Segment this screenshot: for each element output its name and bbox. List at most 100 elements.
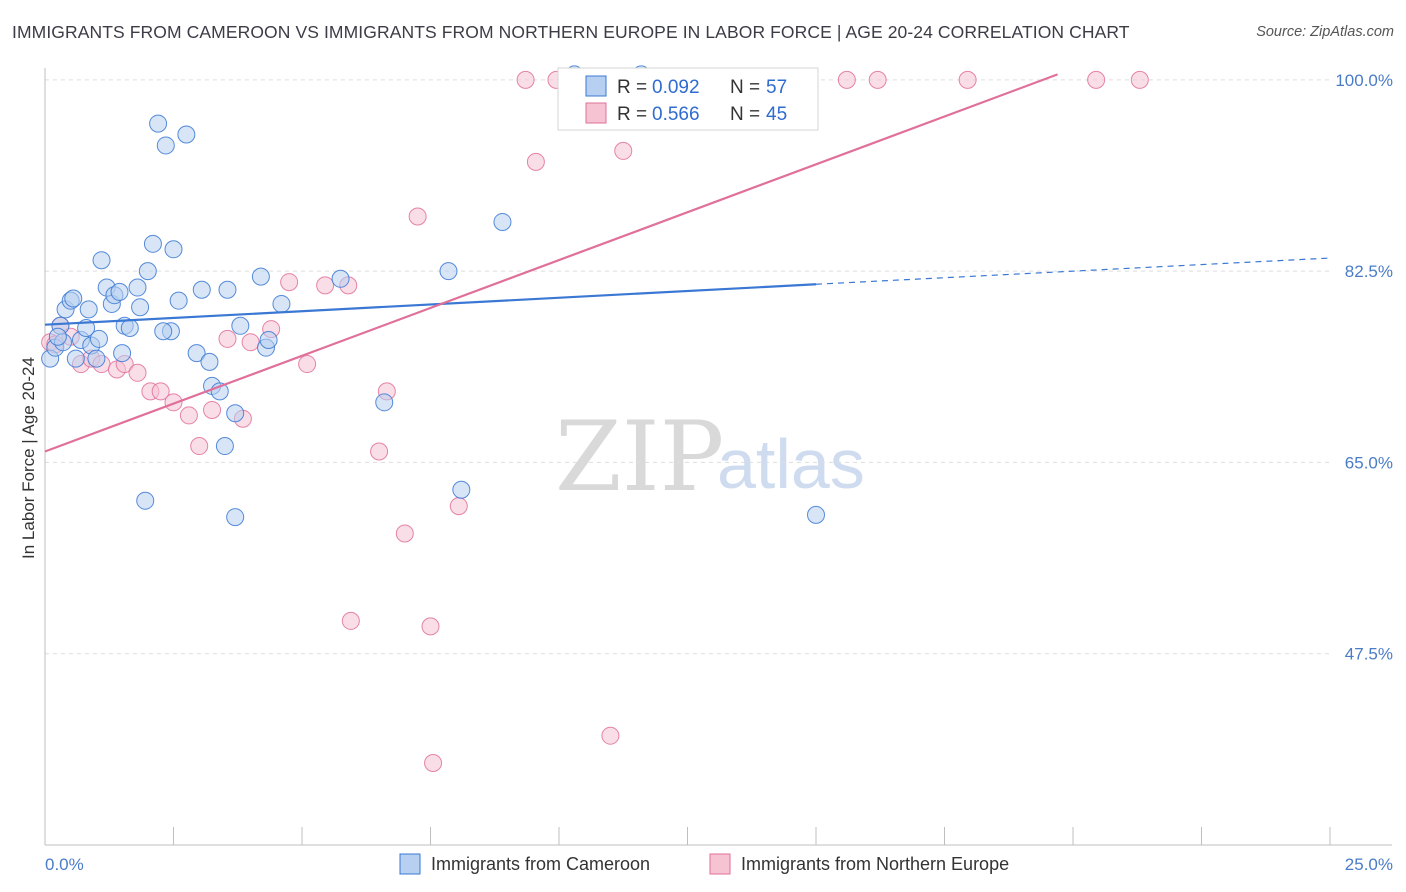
cameroon-point [226, 508, 245, 527]
northern-europe-point [837, 70, 856, 89]
bottom-legend-swatch-cameroon [399, 853, 421, 875]
legend-r-value-northern-europe: 0.566 [652, 104, 700, 125]
cameroon-point [177, 125, 196, 144]
northern-europe-point [526, 152, 545, 171]
cameroon-point [136, 491, 155, 510]
northern-europe-point [408, 207, 427, 226]
legend-r-label-northern-europe: R = [617, 104, 647, 125]
bottom-legend-label-cameroon: Immigrants from Cameroon [431, 854, 650, 874]
northern-europe-point [179, 406, 198, 425]
bottom-legend-label-northern-europe: Immigrants from Northern Europe [741, 854, 1009, 874]
northern-europe-point [298, 355, 317, 374]
northern-europe-point [395, 524, 414, 543]
cameroon-point [493, 212, 512, 231]
x-tick-label-max: 25.0% [1345, 855, 1393, 874]
cameroon-point [110, 282, 129, 301]
x-tick-label-min: 0.0% [45, 855, 84, 874]
cameroon-point [131, 298, 150, 317]
trend-extension-cameroon [815, 257, 1331, 285]
y-tick-label: 65.0% [1345, 453, 1393, 472]
cameroon-point [138, 262, 157, 281]
cameroon-point [87, 349, 106, 368]
cameroon-point [64, 289, 83, 308]
cameroon-point [259, 331, 278, 350]
cameroon-point [272, 294, 291, 313]
cameroon-point [226, 404, 245, 423]
northern-europe-point [164, 393, 183, 412]
northern-europe-point [218, 329, 237, 348]
watermark-atlas: atlas [717, 425, 865, 503]
y-tick-labels: 47.5% 65.0% 82.5% 100.0% [1335, 71, 1393, 664]
cameroon-point [156, 136, 175, 155]
cameroon-point [251, 267, 270, 286]
northern-europe-point [1130, 70, 1149, 89]
legend-r-value-cameroon: 0.092 [652, 77, 700, 98]
northern-europe-point [958, 70, 977, 89]
cameroon-point [231, 316, 250, 335]
cameroon-point [215, 437, 234, 456]
trend-line-northern-europe [44, 73, 1058, 453]
y-tick-label: 100.0% [1335, 71, 1393, 90]
cameroon-point [169, 291, 188, 310]
watermark-zip: ZIP [555, 401, 724, 513]
legend-r-label-cameroon: R = [617, 77, 647, 98]
cameroon-point [200, 352, 219, 371]
cameroon-point [439, 262, 458, 281]
cameroon-point [154, 322, 173, 341]
gridlines [45, 79, 1330, 655]
watermark: ZIP atlas [555, 401, 865, 513]
legend-n-label-cameroon: N = [730, 77, 760, 98]
cameroon-point [164, 240, 183, 259]
cameroon-point [128, 278, 147, 297]
cameroon-point [92, 251, 111, 270]
cameroon-point [120, 318, 139, 337]
northern-europe-point [128, 363, 147, 382]
cameroon-point [149, 114, 168, 133]
source-credit: Source: ZipAtlas.com [1256, 24, 1394, 40]
chart-title: IMMIGRANTS FROM CAMEROON VS IMMIGRANTS F… [12, 22, 1130, 42]
northern-europe-point [151, 382, 170, 401]
northern-europe-point [370, 442, 389, 461]
northern-europe-point [280, 273, 299, 292]
legend-swatch-northern-europe [585, 102, 607, 124]
northern-europe-point [203, 400, 222, 419]
cameroon-point [66, 349, 85, 368]
stats-legend: R = 0.092 N = 57 R = 0.566 N = 45 [557, 67, 819, 131]
legend-n-value-northern-europe: 45 [766, 104, 787, 125]
trend-lines [44, 73, 1331, 453]
northern-europe-point [424, 754, 443, 773]
cameroon-point [79, 300, 98, 319]
northern-europe-point [1087, 70, 1106, 89]
northern-europe-point [241, 333, 260, 352]
axes [44, 68, 1392, 846]
cameroon-point [331, 269, 350, 288]
cameroon-point [89, 329, 108, 348]
northern-europe-point [421, 617, 440, 636]
trend-line-cameroon [44, 283, 817, 326]
cameroon-point [48, 327, 67, 346]
legend-n-value-cameroon: 57 [766, 77, 787, 98]
bottom-legend-swatch-northern-europe [709, 853, 731, 875]
northern-europe-point [316, 276, 335, 295]
northern-europe-point [614, 141, 633, 160]
northern-europe-point [341, 611, 360, 630]
northern-europe-point [516, 70, 535, 89]
cameroon-point [143, 234, 162, 253]
cameroon-point [807, 505, 825, 524]
y-axis-title: In Labor Force | Age 20-24 [19, 357, 38, 559]
northern-europe-point [868, 70, 887, 89]
cameroon-point [192, 280, 211, 299]
northern-europe-point [449, 497, 468, 516]
legend-n-label-northern-europe: N = [730, 104, 760, 125]
cameroon-point [187, 344, 206, 363]
cameroon-point [375, 393, 394, 412]
x-tick-labels: 0.0% 25.0% [45, 855, 1393, 874]
bottom-legend: Immigrants from Cameroon Immigrants from… [399, 853, 1009, 875]
legend-swatch-cameroon [585, 75, 607, 97]
northern-europe-point [601, 726, 620, 745]
y-tick-label: 47.5% [1345, 645, 1393, 664]
cameroon-point [113, 344, 132, 363]
y-tick-label: 82.5% [1345, 262, 1393, 281]
cameroon-point [452, 480, 471, 499]
